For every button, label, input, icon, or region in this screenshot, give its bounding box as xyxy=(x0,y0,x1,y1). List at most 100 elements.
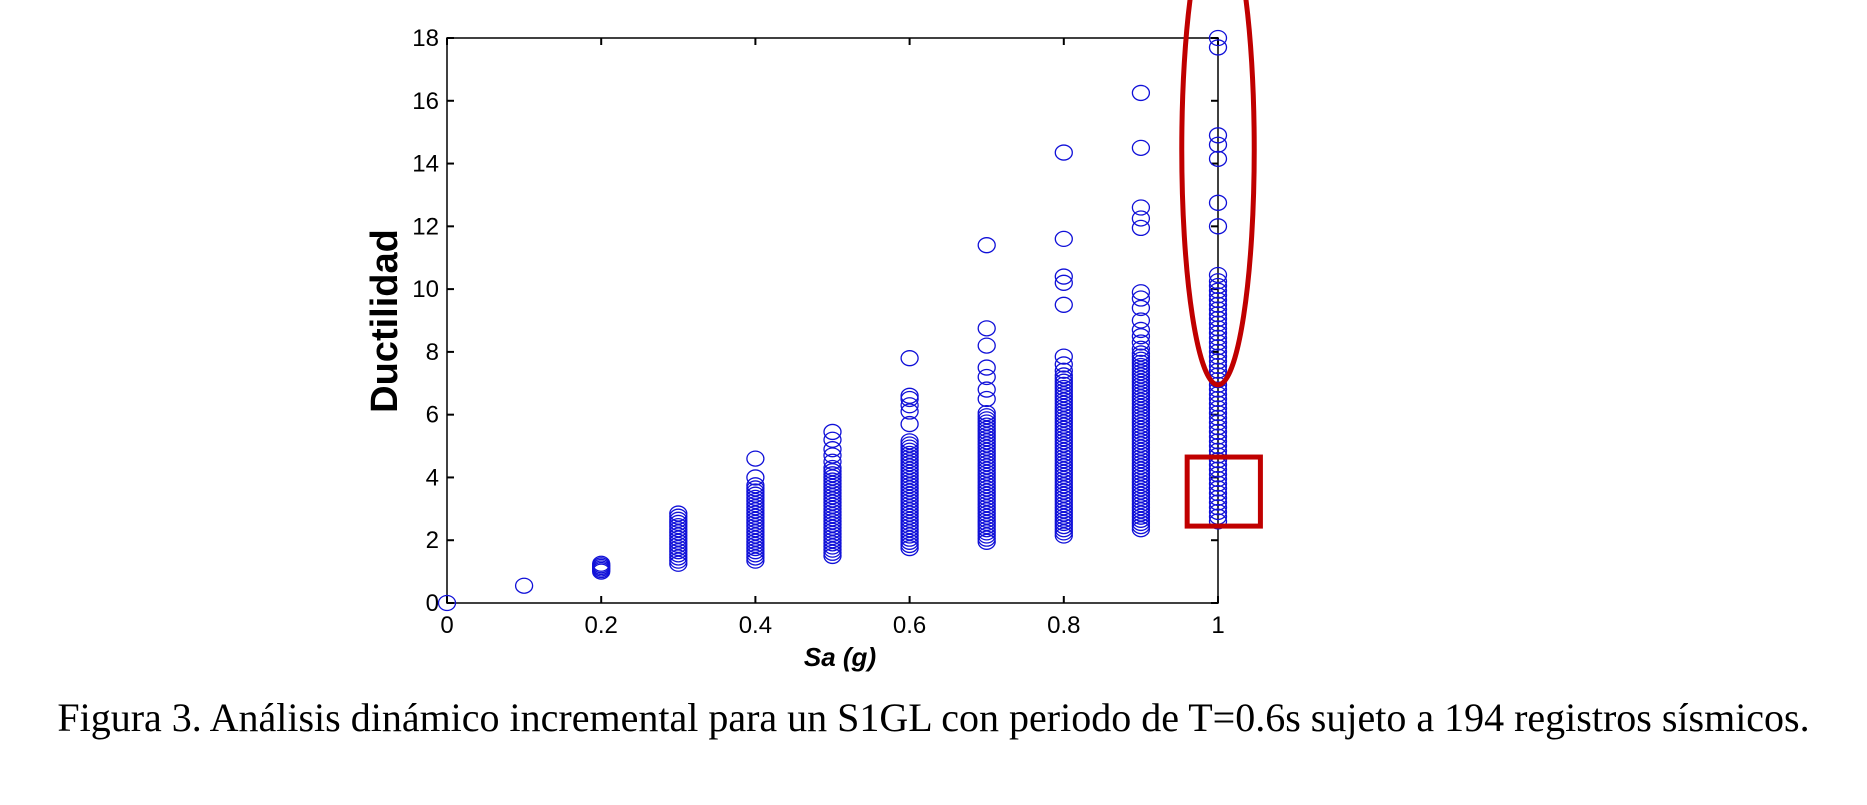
data-point xyxy=(823,469,842,486)
y-tick-label: 10 xyxy=(412,276,439,303)
data-point xyxy=(1131,448,1151,466)
data-point xyxy=(977,390,996,408)
data-point xyxy=(1131,328,1151,345)
data-point xyxy=(1208,291,1228,309)
data-point xyxy=(746,511,765,528)
data-point xyxy=(1131,340,1151,357)
data-point xyxy=(1131,426,1151,444)
data-point xyxy=(1131,505,1151,522)
data-point xyxy=(1131,492,1151,510)
data-point xyxy=(669,508,688,525)
data-point xyxy=(1131,521,1151,538)
data-point xyxy=(977,483,996,500)
data-point xyxy=(1131,139,1151,157)
data-point xyxy=(977,237,996,254)
data-point xyxy=(1131,351,1151,368)
data-point xyxy=(900,445,919,463)
data-point xyxy=(1208,329,1228,346)
data-point xyxy=(1054,401,1073,419)
data-point xyxy=(823,522,842,539)
plot-frame xyxy=(446,37,1219,604)
data-point xyxy=(823,528,842,546)
data-point xyxy=(1208,503,1228,521)
data-point xyxy=(1131,461,1151,478)
data-point xyxy=(823,463,842,480)
data-point xyxy=(1208,433,1228,450)
data-point xyxy=(900,470,919,488)
data-point xyxy=(1131,458,1151,475)
data-point xyxy=(823,453,842,470)
data-point xyxy=(1208,400,1228,417)
data-point xyxy=(1208,409,1228,426)
data-point xyxy=(1054,505,1073,522)
data-point xyxy=(1131,411,1151,428)
data-point xyxy=(1054,423,1073,441)
data-point xyxy=(746,483,765,500)
data-point xyxy=(977,511,996,528)
data-point xyxy=(1208,334,1228,351)
data-point xyxy=(1054,389,1073,406)
data-point xyxy=(1054,508,1073,525)
data-point xyxy=(900,458,919,475)
data-point xyxy=(823,500,842,517)
data-point xyxy=(1054,489,1073,506)
data-point xyxy=(1208,277,1228,295)
x-tick-label: 0.2 xyxy=(585,612,618,639)
data-point xyxy=(1054,499,1073,516)
data-point xyxy=(977,527,996,544)
data-point xyxy=(1208,466,1228,483)
data-point xyxy=(900,517,919,535)
data-point xyxy=(900,539,919,557)
data-point xyxy=(1131,423,1151,441)
data-point xyxy=(1208,452,1228,469)
data-point xyxy=(823,510,842,527)
data-point xyxy=(1131,439,1151,456)
data-point xyxy=(1208,475,1228,492)
data-point xyxy=(746,546,765,563)
data-point xyxy=(1054,464,1073,481)
data-point xyxy=(746,530,765,547)
data-point xyxy=(1131,474,1151,491)
data-point xyxy=(900,480,919,497)
data-point xyxy=(1131,404,1151,422)
y-tick-label: 2 xyxy=(426,527,439,554)
data-point xyxy=(1131,514,1151,532)
data-point xyxy=(900,495,919,513)
data-point xyxy=(669,521,688,538)
y-axis-ticks: 0 2 4 6 8 10 12 14 16 18 xyxy=(412,25,1218,617)
data-point xyxy=(1208,310,1228,328)
data-point xyxy=(900,499,919,516)
data-point xyxy=(900,448,919,466)
data-point xyxy=(977,448,996,466)
data-point xyxy=(1131,455,1151,472)
data-point xyxy=(1054,230,1073,248)
data-point xyxy=(977,508,996,525)
data-point xyxy=(1131,386,1151,403)
data-point xyxy=(1208,381,1228,398)
data-point xyxy=(1054,411,1073,428)
data-point xyxy=(1054,398,1073,415)
data-point xyxy=(1131,499,1151,516)
data-point xyxy=(1054,455,1073,472)
data-point xyxy=(1208,348,1228,365)
data-point xyxy=(1131,354,1151,372)
data-point xyxy=(1208,357,1228,375)
data-point xyxy=(1054,417,1073,434)
data-point xyxy=(669,549,688,566)
data-point xyxy=(746,505,765,522)
data-point xyxy=(1131,414,1151,431)
y-axis-label: Ductilidad xyxy=(364,229,406,413)
data-point xyxy=(823,475,842,492)
x-tick-label: 1 xyxy=(1211,612,1224,639)
data-point xyxy=(1208,395,1228,412)
data-point xyxy=(746,508,765,525)
data-point xyxy=(1054,376,1073,393)
data-point xyxy=(746,502,765,519)
data-point xyxy=(1208,470,1228,488)
data-point xyxy=(1208,273,1228,290)
data-point xyxy=(1208,282,1228,299)
data-point xyxy=(977,320,996,337)
data-point xyxy=(1054,404,1073,422)
figure-caption: Figura 3. Análisis dinámico incremental … xyxy=(57,695,1810,740)
data-point xyxy=(823,532,842,549)
